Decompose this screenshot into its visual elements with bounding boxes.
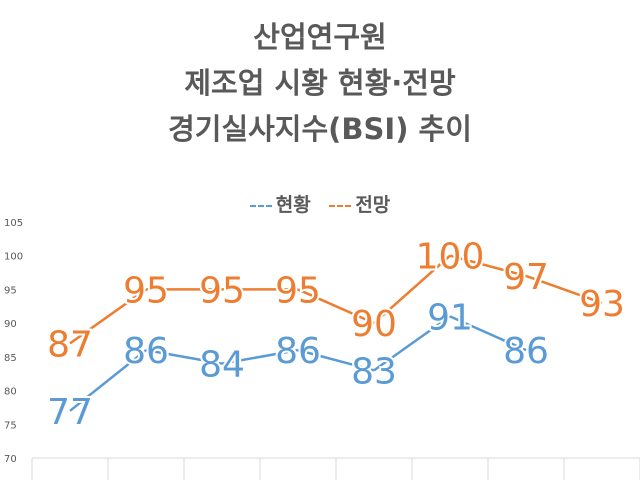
data-label: 90 [351,304,397,345]
data-label: 84 [199,345,245,386]
legend-label-current: 현황 [275,194,311,216]
series-line-segment [297,288,375,325]
data-label: 97 [503,257,549,298]
data-label: 95 [123,270,169,311]
y-tick-label: 70 [4,454,17,465]
data-label: 91 [427,297,473,338]
data-label: 86 [503,331,549,372]
series-line-segment [69,288,147,345]
data-label: 86 [123,331,169,372]
series-line-segment [449,254,527,278]
y-tick-label: 80 [4,387,17,398]
legend-swatch-outlook [329,204,352,207]
series-line-segment [69,349,147,412]
chart-title-line-2: 제조업 시황 현황·전망 [184,66,456,100]
data-label: 77 [47,392,93,433]
chart-title: 산업연구원 제조업 시황 현황·전망 경기실사지수(BSI) 추이 [0,14,640,152]
series-line-segment [449,315,527,352]
series-line-segment [221,348,299,365]
y-tick-label: 100 [4,252,23,263]
y-tick-label: 105 [4,218,23,229]
data-label: 93 [579,284,625,325]
data-label: 83 [351,351,397,392]
chart-title-line-1: 산업연구원 [253,20,387,54]
y-tick-label: 85 [4,353,17,364]
legend-item-outlook: 전망 [329,190,390,217]
data-label: 87 [47,324,93,365]
data-label: 95 [199,270,245,311]
legend-swatch-current [249,204,272,207]
legend-label-outlook: 전망 [355,194,391,216]
y-tick-label: 95 [4,285,17,296]
y-tick-label: 90 [4,319,17,330]
chart-legend: 현황 전망 [0,190,640,217]
chart-title-line-3: 경기실사지수(BSI) 추이 [168,112,472,146]
series-line-segment [145,348,223,365]
y-tick-label: 75 [4,420,17,431]
data-label: 100 [416,237,485,278]
data-label: 86 [275,331,321,372]
series-line-segment [373,254,451,325]
legend-item-current: 현황 [249,190,311,217]
series-line-segment [525,274,603,305]
data-label: 95 [275,270,321,311]
series-line-segment [297,348,375,372]
series-line-segment [373,315,451,372]
